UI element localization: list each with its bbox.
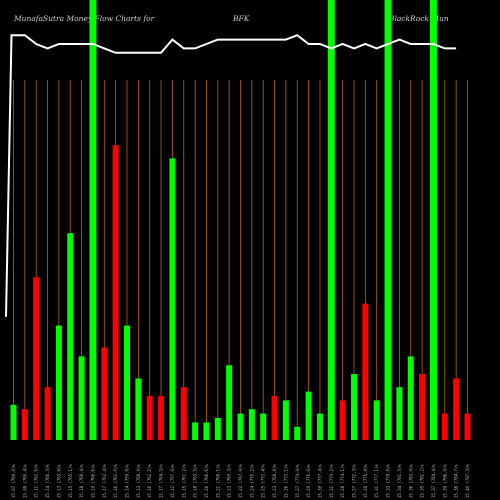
x-tick-label: 15.21 (768.1)% <box>215 464 220 498</box>
x-tick-label: 15.14 (766.3)% <box>45 464 50 498</box>
x-tick-label: 15.16 (762.2)% <box>147 464 152 498</box>
money-flow-bar <box>180 387 187 440</box>
x-tick-label: 15.35 (781.2)% <box>420 464 425 498</box>
money-flow-bar <box>351 374 357 440</box>
money-flow-bar <box>89 0 97 440</box>
x-tick-label: 15.13 (763.8)% <box>56 464 61 498</box>
x-tick-label: 15.17 (762.4)% <box>102 464 107 498</box>
money-flow-bar <box>169 158 176 440</box>
x-tick-label: 15.20 (766.6)% <box>204 464 209 498</box>
money-flow-bar <box>260 413 267 440</box>
money-flow-bar <box>67 233 74 440</box>
x-tick-label: 15.25 (772.4)% <box>261 464 266 498</box>
x-tick-label: 15.34 (781.5)% <box>397 464 402 498</box>
money-flow-bar <box>441 413 448 440</box>
x-tick-label: 15.31 (777.1)% <box>374 464 379 498</box>
x-tick-label: 15.37 (784.4)% <box>431 464 436 498</box>
x-tick-label: 15.17 (764.5)% <box>159 464 164 498</box>
money-flow-bar <box>21 409 28 440</box>
price-line <box>5 34 457 317</box>
x-tick-label: 15.23 (769.3)% <box>227 464 232 498</box>
money-flow-bar <box>305 391 312 440</box>
money-flow-bar <box>339 400 346 440</box>
money-flow-bar <box>327 0 335 440</box>
money-flow-bar <box>294 426 301 440</box>
money-flow-bar <box>10 404 17 440</box>
money-flow-bar <box>464 413 471 440</box>
x-tick-label: 15.24 (770.2)% <box>249 464 254 498</box>
x-tick-label: 15.11 (762.6)% <box>34 464 39 498</box>
x-tick-label: 15.19 (766.6)% <box>90 464 95 498</box>
money-flow-bar <box>407 356 414 440</box>
money-flow-bar <box>248 409 255 440</box>
money-flow-bar <box>373 400 380 440</box>
x-tick-label: 15.15 (761.2)% <box>181 464 186 498</box>
money-flow-bar <box>44 387 51 440</box>
x-tick-labels: 15.07 (760.0)% 15.08 (760.4)% 15.11 (762.6… <box>11 464 470 498</box>
money-flow-bar <box>214 418 221 440</box>
money-flow-bar <box>384 0 392 440</box>
x-tick-label: 15.40 (787.3)% <box>465 464 470 498</box>
x-tick-label: 15.23 (768.8)% <box>272 464 277 498</box>
chart-title-company: (BlackRock Mun <box>386 14 449 23</box>
x-tick-label: 15.07 (760.0)% <box>11 464 16 498</box>
money-flow-bar <box>453 378 460 440</box>
x-tick-label: 15.16 (761.0)% <box>113 464 118 498</box>
money-flow-bars <box>10 0 471 440</box>
price-line-layer <box>5 34 457 317</box>
x-tick-label: 15.22 (767.0)% <box>238 464 243 498</box>
money-flow-bar <box>271 396 278 440</box>
x-tick-label: 15.18 (768.4)% <box>79 464 84 498</box>
x-tick-label: 15.14 (759.8)% <box>125 464 130 498</box>
money-flow-bar <box>158 396 165 440</box>
chart-title-left: MunafaSutra Money Flow Charts for <box>13 14 155 23</box>
x-tick-label: 15.27 (774.9)% <box>295 464 300 498</box>
money-flow-bar <box>78 356 85 440</box>
x-tick-label: 15.30 (777.4)% <box>317 464 322 498</box>
money-flow-bar <box>237 413 244 440</box>
x-tick-label: 15.15 (765.1)% <box>68 464 73 498</box>
money-flow-bar <box>429 0 437 440</box>
x-tick-label: 15.13 (758.9)% <box>136 464 141 498</box>
x-tick-label: 15.39 (786.0)% <box>442 464 447 498</box>
money-flow-bar <box>33 277 40 440</box>
money-flow-bar <box>112 145 119 440</box>
chart-title-symbol: BFK <box>232 14 250 23</box>
money-flow-bar <box>396 387 403 440</box>
x-tick-label: 15.12 (757.0)% <box>170 464 175 498</box>
x-tick-label: 15.36 (783.0)% <box>408 464 413 498</box>
x-tick-label: 15.31 (779.2)% <box>329 464 334 498</box>
x-tick-label: 15.08 (760.4)% <box>22 464 27 498</box>
money-flow-bar <box>101 347 108 440</box>
money-flow-bar <box>55 325 62 440</box>
money-flow-bar <box>124 325 130 440</box>
money-flow-bar <box>316 413 323 440</box>
x-tick-label: 15.26 (773.1)% <box>283 464 288 498</box>
money-flow-bar <box>192 422 199 440</box>
x-tick-label: 15.38 (784.7)% <box>454 464 459 498</box>
money-flow-bar <box>282 400 289 440</box>
x-tick-label: 15.27 (772.3)% <box>352 464 357 498</box>
money-flow-bar <box>135 378 142 440</box>
x-tick-label: 15.28 (774.1)% <box>340 464 345 498</box>
money-flow-bar <box>226 365 233 440</box>
x-tick-label: 15.18 (763.5)% <box>193 464 198 498</box>
x-tick-label: 15.29 (775.8)% <box>363 464 368 498</box>
money-flow-bar <box>362 303 369 440</box>
x-tick-label: 15.29 (776.0)% <box>306 464 311 498</box>
money-flow-bar <box>419 374 426 440</box>
money-flow-bar <box>203 422 210 440</box>
x-tick-label: 15.33 (779.8)% <box>386 464 391 498</box>
money-flow-bar <box>146 396 153 440</box>
